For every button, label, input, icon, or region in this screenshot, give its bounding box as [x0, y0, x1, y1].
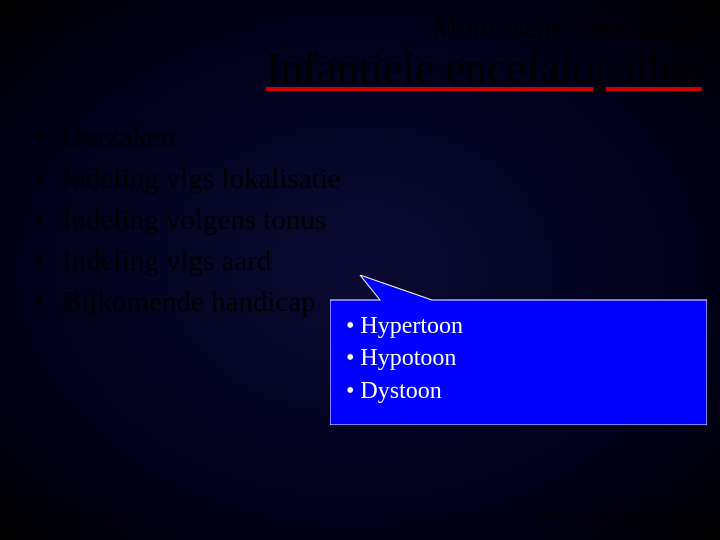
- footer-org-line2: Ontwikkelingsstoornissen: [534, 509, 690, 526]
- footer-org-line1: Centrum voor: [534, 492, 690, 509]
- footer-date: 08 -03 -2001: [44, 509, 122, 526]
- list-item: Oorzaken: [30, 117, 720, 158]
- slide-title: Infantiele encefalopathie: [0, 45, 702, 93]
- slide: Motorische stoornissen Infantiele encefa…: [0, 0, 720, 540]
- slide-subtitle: Motorische stoornissen: [0, 0, 702, 45]
- callout-item: • Hypotoon: [346, 342, 691, 374]
- callout-item: • Dystoon: [346, 375, 691, 407]
- footer: 08 -03 -2001 Centrum voor Ontwikkelingss…: [0, 492, 720, 527]
- list-item: Indeling vlgs lokalisatie: [30, 159, 720, 200]
- callout-body: • Hypertoon • Hypotoon • Dystoon: [330, 300, 707, 425]
- list-item: Indeling volgens tonus: [30, 200, 720, 241]
- header: Motorische stoornissen Infantiele encefa…: [0, 0, 720, 93]
- footer-org: Centrum voor Ontwikkelingsstoornissen: [534, 492, 690, 527]
- callout: • Hypertoon • Hypotoon • Dystoon: [330, 275, 707, 425]
- callout-item: • Hypertoon: [346, 310, 691, 342]
